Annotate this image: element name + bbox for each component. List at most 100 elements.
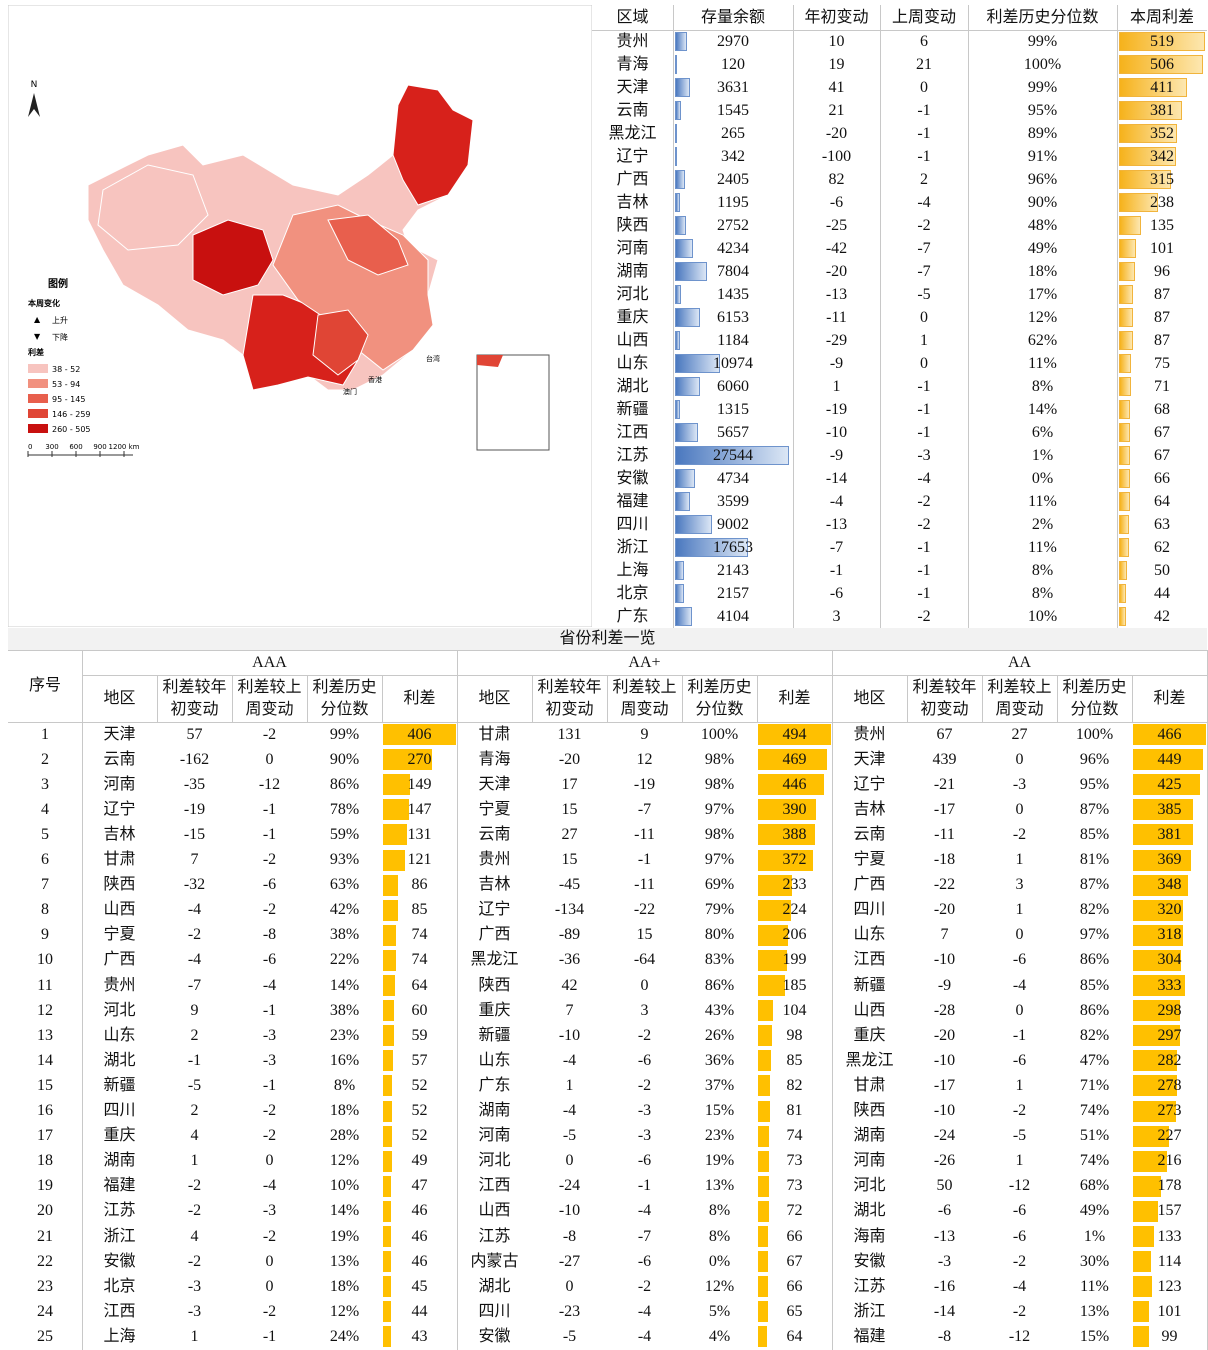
cell: -20 [933,901,956,919]
row-index: 7 [41,876,49,894]
cell: 131 [557,725,582,743]
cell: 101 [1157,1302,1182,1320]
balance-bar [675,515,713,534]
region-name: 云南 [853,825,886,843]
region-name: 湖南 [853,1127,886,1145]
cell: 333 [1157,976,1182,994]
cell: 17% [1027,285,1058,303]
cell: 178 [1157,1177,1182,1195]
cell: 2143 [717,561,749,579]
row-index: 19 [37,1177,53,1195]
legend-label: 260 - 505 [52,425,91,434]
cell: 185 [782,976,807,994]
cell: 99% [1027,78,1058,96]
region-name: 浙江 [853,1302,886,1320]
north-arrow [28,93,40,117]
cell: 4104 [717,607,749,625]
region-name: 福建 [616,492,649,510]
cell: -6 [1012,1227,1027,1245]
cell: 1315 [717,400,749,418]
cell: -17 [933,800,956,818]
cell: 19% [329,1227,360,1245]
row-index: 25 [37,1327,53,1345]
scale-label: 0 [28,443,32,451]
region-name: 新疆 [103,1076,136,1094]
cell: 1 [1015,1152,1024,1170]
cell: 27 [561,825,578,843]
cell: 51% [1079,1127,1110,1145]
legend-bins: 38 - 52 53 - 94 95 - 145 146 - 259 260 - 505 [28,364,91,434]
cell: 0 [565,1152,574,1170]
cell: 17653 [713,538,753,556]
region-name: 河北 [616,285,649,303]
column-header: 利差历史分位数 [312,678,377,718]
cell: -36 [558,951,581,969]
region-name: 安徽 [853,1252,886,1270]
cell: 96 [1154,262,1170,280]
row-index: 18 [37,1152,53,1170]
cell: 120 [721,55,745,73]
cell: 38% [329,1001,360,1019]
cell: 304 [1157,951,1182,969]
cell: 87% [1079,876,1110,894]
region-name: 天津 [478,775,511,793]
cell: -9 [829,446,844,464]
map-region [192,219,274,296]
region-name: 河南 [616,239,649,257]
cell: 238 [1150,193,1174,211]
cell: -2 [1012,825,1027,843]
legend-subtitle: 本周变化 [27,298,60,308]
cell: 46 [411,1252,428,1270]
cell: 67 [936,725,953,743]
cell: 27 [1011,725,1028,743]
spread-bar [758,1251,768,1273]
scale-bar: 0 300 600 900 1200 km [27,443,140,457]
cell: 206 [782,926,807,944]
cell: 1 [1015,901,1024,919]
spread-bar [1119,32,1205,51]
cell: 50 [936,1177,953,1195]
row-index: 5 [41,825,49,843]
cell: 2 [190,1102,199,1120]
cell: -10 [933,1051,956,1069]
column-border [793,5,794,628]
region-name: 广西 [103,951,136,969]
region-name: 广西 [616,170,649,188]
cell: 64 [1154,492,1170,510]
cell: 0 [920,308,928,326]
region-name: 辽宁 [478,901,511,919]
cell: -3 [917,446,931,464]
region-name: 重庆 [616,308,649,326]
column-header: 地区 [478,689,511,707]
cell: -4 [562,1051,577,1069]
legend-label: 上升 [52,316,68,325]
cell: 79% [704,901,735,919]
cell: -21 [933,775,956,793]
cell: 121 [407,851,432,869]
cell: -4 [637,1202,652,1220]
cell: 224 [782,901,807,919]
scale-label: 900 [93,443,106,451]
map-region [477,355,503,367]
cell: 315 [1150,170,1174,188]
cell: 89% [1027,124,1058,142]
cell: 425 [1157,775,1182,793]
cell: 63 [1154,515,1170,533]
cell: 46 [411,1227,428,1245]
cell: 66 [786,1277,803,1295]
spread-bar [383,874,399,896]
cell: 47% [1079,1051,1110,1069]
cell: -2 [262,1102,277,1120]
region-name: 重庆 [103,1127,136,1145]
region-name: 重庆 [478,1001,511,1019]
region-name: 广东 [478,1076,511,1094]
row-index: 2 [41,750,49,768]
cell: -23 [558,1302,581,1320]
cell: 0 [265,750,274,768]
cell: 0 [920,354,928,372]
spread-bar [758,1150,769,1172]
spread-bar [1133,724,1206,746]
cell: -4 [562,1102,577,1120]
cell: -8 [937,1327,952,1345]
cell: 0 [920,78,928,96]
